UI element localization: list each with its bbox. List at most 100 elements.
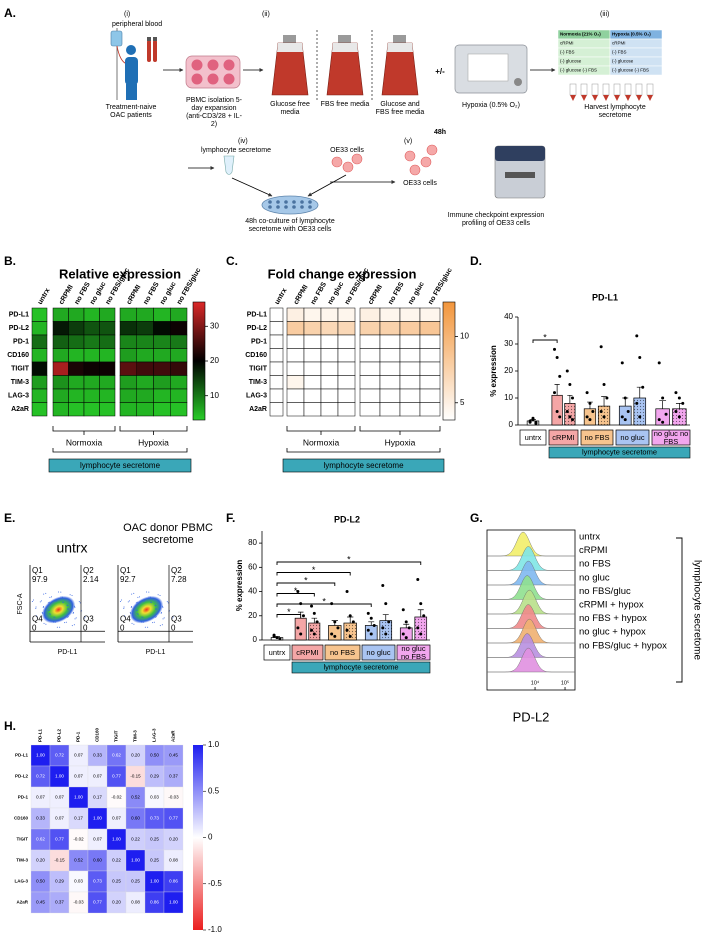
event bbox=[79, 602, 81, 604]
flask-glass bbox=[332, 43, 358, 52]
data-point bbox=[661, 396, 665, 400]
matrix-value: 0.77 bbox=[93, 900, 102, 905]
tube bbox=[635, 83, 643, 96]
quadrant-value: 0 bbox=[32, 623, 37, 632]
dish-cell bbox=[268, 200, 272, 204]
data-point bbox=[272, 633, 276, 637]
data-point bbox=[602, 415, 606, 419]
quadrant-name: Q4 bbox=[120, 614, 131, 623]
heat-cell bbox=[359, 321, 381, 336]
matrix-value: 0.77 bbox=[55, 837, 64, 842]
event bbox=[146, 591, 147, 593]
error-bar bbox=[601, 396, 607, 407]
well bbox=[207, 73, 219, 85]
y-tick-label: 40 bbox=[248, 587, 257, 596]
row-label: TIGIT bbox=[11, 366, 30, 373]
heat-cell bbox=[83, 375, 100, 390]
category-box bbox=[548, 429, 579, 446]
matrix-value: 0.73 bbox=[93, 879, 102, 884]
matrix-value: 0.17 bbox=[93, 795, 102, 800]
matrix-value: 0.72 bbox=[36, 774, 45, 779]
heat-cell bbox=[303, 321, 322, 336]
tube-tip bbox=[603, 95, 609, 101]
heat-cell bbox=[68, 388, 85, 403]
matrix-value: 1.00 bbox=[150, 879, 159, 884]
event bbox=[42, 612, 44, 614]
matrix-value: 0.07 bbox=[112, 816, 121, 821]
heat-cell bbox=[68, 375, 85, 390]
matrix-value: 0.62 bbox=[36, 837, 45, 842]
cell bbox=[426, 144, 438, 156]
event bbox=[56, 600, 58, 602]
step-label: (ii) bbox=[262, 11, 270, 18]
matrix-value: 0.37 bbox=[55, 900, 64, 905]
event bbox=[157, 599, 159, 601]
heat-cell bbox=[320, 307, 339, 322]
significance-line bbox=[276, 572, 351, 576]
dish-cell bbox=[276, 200, 280, 204]
matrix-value: 0.07 bbox=[55, 816, 64, 821]
histogram-curve bbox=[487, 546, 575, 571]
event bbox=[131, 593, 133, 595]
significance-label: * bbox=[347, 554, 351, 564]
quadrant-value: 0 bbox=[171, 623, 176, 632]
heat-cell bbox=[359, 334, 381, 349]
data-point bbox=[565, 369, 569, 373]
row-label: PD-L2 bbox=[15, 774, 28, 779]
data-point bbox=[275, 636, 279, 640]
tube bbox=[580, 83, 588, 96]
event bbox=[69, 599, 71, 601]
column-label: no gluc bbox=[407, 281, 426, 306]
matrix-value: 0.25 bbox=[131, 879, 140, 884]
row-label: PD-L2 bbox=[9, 325, 29, 332]
data-point bbox=[602, 383, 606, 386]
event bbox=[65, 621, 67, 623]
category-box bbox=[651, 429, 691, 446]
caption: Hypoxia (0.5% O₂) bbox=[462, 102, 520, 109]
bar-hatch bbox=[308, 623, 320, 640]
group-label: Normoxia bbox=[66, 437, 103, 447]
column-label: PD-L1 bbox=[38, 729, 43, 742]
chamber-knob bbox=[514, 78, 522, 86]
heat-cell bbox=[136, 361, 154, 376]
data-point bbox=[555, 410, 559, 413]
heat-cell bbox=[170, 348, 188, 363]
footer-label: lymphocyte secretome bbox=[323, 461, 404, 470]
panel-label: C. bbox=[226, 254, 238, 268]
data-point bbox=[366, 611, 370, 615]
data-point bbox=[407, 626, 411, 630]
bracket bbox=[359, 426, 441, 435]
heat-cell bbox=[320, 321, 339, 336]
quadrant-value: 7.28 bbox=[171, 575, 187, 584]
tube bbox=[602, 83, 610, 96]
quadrant-name: Q3 bbox=[83, 614, 94, 623]
error-bar bbox=[417, 609, 424, 617]
heat-cell bbox=[68, 334, 85, 349]
colorbar-tick-label: -0.5 bbox=[208, 879, 222, 888]
event bbox=[49, 596, 51, 598]
step-label: (i) bbox=[124, 11, 130, 18]
event bbox=[150, 601, 152, 603]
table-header: Normoxia (21% O₂) bbox=[560, 32, 601, 37]
dish-cell bbox=[292, 205, 296, 209]
data-point bbox=[419, 602, 423, 606]
column-label: no FBS bbox=[387, 281, 405, 306]
event bbox=[36, 616, 38, 618]
cytometer-slot bbox=[505, 172, 535, 178]
row-label: PD-L2 bbox=[247, 325, 267, 332]
category-box bbox=[263, 644, 291, 661]
heat-cell bbox=[419, 307, 441, 322]
histogram-label: no gluc + hypox bbox=[579, 627, 646, 638]
bar-hatch bbox=[633, 398, 646, 425]
significance-label: * bbox=[294, 586, 298, 596]
y-tick-label: 30 bbox=[504, 339, 513, 348]
event bbox=[71, 625, 73, 627]
column-label: no FBS/gluc bbox=[427, 267, 454, 306]
heat-cell bbox=[419, 334, 441, 349]
event bbox=[161, 624, 163, 626]
histogram-curve bbox=[487, 618, 575, 644]
step-label: (v) bbox=[404, 138, 412, 145]
caption: Harvest lymphocyte secretome bbox=[584, 104, 646, 120]
patient-head bbox=[126, 45, 136, 55]
event bbox=[172, 616, 174, 618]
